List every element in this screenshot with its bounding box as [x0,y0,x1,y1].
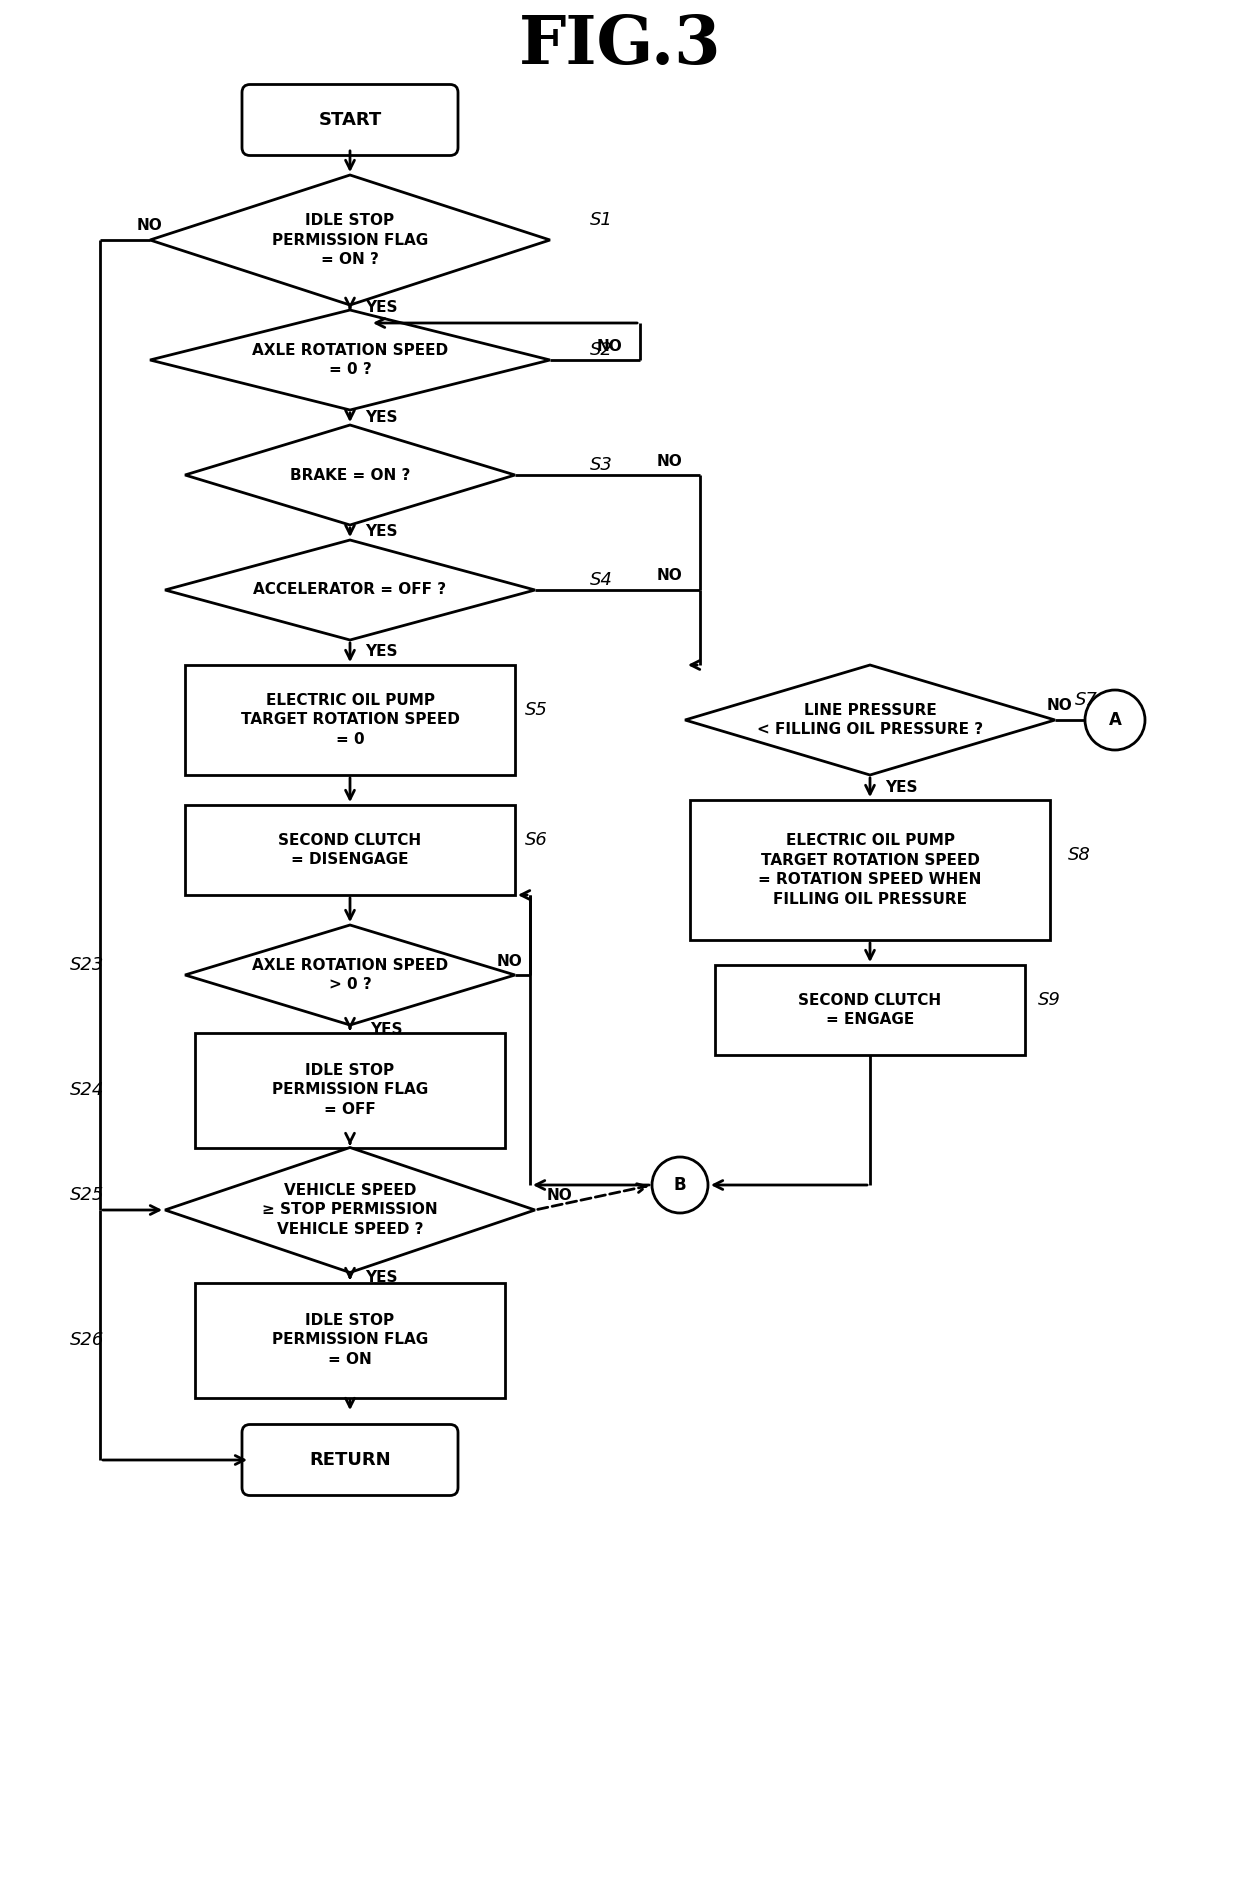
Text: NO: NO [497,953,523,968]
Text: S4: S4 [590,571,613,588]
Bar [715,964,1025,1055]
Text: YES: YES [365,300,398,315]
Text: NO: NO [547,1188,573,1203]
Text: NO: NO [138,218,162,232]
Text: YES: YES [885,780,918,795]
Text: ELECTRIC OIL PUMP
TARGET ROTATION SPEED
= 0: ELECTRIC OIL PUMP TARGET ROTATION SPEED … [241,693,460,748]
Text: S7: S7 [1075,691,1097,710]
Text: IDLE STOP
PERMISSION FLAG
= ON ?: IDLE STOP PERMISSION FLAG = ON ? [272,213,428,268]
Bar [195,1283,505,1397]
FancyBboxPatch shape [242,1425,458,1496]
Text: NO: NO [657,454,683,469]
Text: YES: YES [370,1021,403,1036]
Polygon shape [185,425,515,526]
Text: ACCELERATOR = OFF ?: ACCELERATOR = OFF ? [253,583,446,598]
Bar [185,664,515,774]
Bar [185,805,515,896]
Text: AXLE ROTATION SPEED
= 0 ?: AXLE ROTATION SPEED = 0 ? [252,344,448,378]
FancyBboxPatch shape [242,85,458,156]
Polygon shape [684,664,1055,774]
Text: RETURN: RETURN [309,1450,391,1469]
Text: NO: NO [598,338,622,353]
Text: S8: S8 [1068,847,1091,864]
Text: NO: NO [1047,698,1073,714]
Text: S6: S6 [525,831,548,848]
Text: A: A [1109,712,1121,729]
Text: YES: YES [365,645,398,659]
Bar [689,799,1050,940]
Polygon shape [150,309,551,410]
Text: AXLE ROTATION SPEED
> 0 ?: AXLE ROTATION SPEED > 0 ? [252,958,448,993]
Text: S9: S9 [1038,991,1061,1010]
Polygon shape [165,541,534,640]
Text: FIG.3: FIG.3 [518,13,722,78]
Polygon shape [150,175,551,306]
Text: B: B [673,1177,686,1194]
Text: SECOND CLUTCH
= DISENGAGE: SECOND CLUTCH = DISENGAGE [279,833,422,867]
Text: BRAKE = ON ?: BRAKE = ON ? [290,467,410,482]
Polygon shape [165,1148,534,1272]
Text: S3: S3 [590,456,613,474]
Circle shape [1085,691,1145,750]
Bar [195,1033,505,1148]
Text: S24: S24 [69,1082,104,1099]
Text: START: START [319,110,382,129]
Text: VEHICLE SPEED
≥ STOP PERMISSION
VEHICLE SPEED ?: VEHICLE SPEED ≥ STOP PERMISSION VEHICLE … [262,1182,438,1237]
Text: S25: S25 [69,1186,104,1203]
Text: S5: S5 [525,700,548,719]
Text: YES: YES [365,524,398,539]
Text: YES: YES [365,1270,398,1285]
Text: NO: NO [657,569,683,583]
Text: IDLE STOP
PERMISSION FLAG
= OFF: IDLE STOP PERMISSION FLAG = OFF [272,1063,428,1118]
Text: IDLE STOP
PERMISSION FLAG
= ON: IDLE STOP PERMISSION FLAG = ON [272,1313,428,1367]
Text: ELECTRIC OIL PUMP
TARGET ROTATION SPEED
= ROTATION SPEED WHEN
FILLING OIL PRESSU: ELECTRIC OIL PUMP TARGET ROTATION SPEED … [759,833,982,907]
Text: S2: S2 [590,342,613,359]
Text: LINE PRESSURE
< FILLING OIL PRESSURE ?: LINE PRESSURE < FILLING OIL PRESSURE ? [756,702,983,736]
Text: S26: S26 [69,1330,104,1349]
Text: SECOND CLUTCH
= ENGAGE: SECOND CLUTCH = ENGAGE [799,993,941,1027]
Text: S1: S1 [590,211,613,230]
Text: YES: YES [365,410,398,425]
Circle shape [652,1158,708,1213]
Text: S23: S23 [69,957,104,974]
Polygon shape [185,924,515,1025]
